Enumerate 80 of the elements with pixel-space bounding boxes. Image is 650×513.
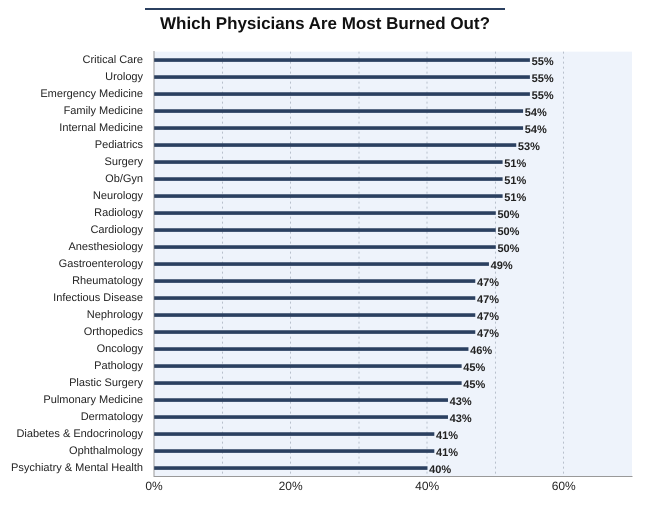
y-tick-label: Emergency Medicine — [40, 88, 144, 100]
y-tick-label: Radiology — [94, 207, 144, 220]
data-label: 51% — [504, 192, 527, 204]
y-tick-label: Oncology — [96, 343, 144, 356]
data-label: 47% — [476, 277, 500, 290]
data-label: 49% — [490, 260, 513, 272]
y-tick-label: Critical Care — [82, 54, 144, 66]
bar — [154, 109, 524, 113]
y-tick-label: Family Medicine — [64, 105, 144, 118]
bar — [154, 211, 496, 215]
y-tick-label: Plastic Surgery — [69, 377, 144, 390]
data-label: 51% — [504, 158, 527, 170]
data-label: 47% — [476, 294, 500, 306]
bar — [154, 75, 530, 79]
data-label: 50% — [497, 226, 520, 238]
data-label: 50% — [497, 209, 520, 222]
bar — [154, 330, 476, 334]
y-tick-label: Pediatrics — [94, 139, 144, 152]
y-tick-label: Pulmonary Medicine — [43, 394, 144, 406]
data-label: 55% — [532, 56, 554, 68]
bar — [154, 449, 434, 453]
bar — [154, 262, 489, 266]
data-label: 55% — [532, 90, 554, 102]
bar — [154, 296, 476, 300]
bar — [154, 398, 448, 402]
bar — [154, 466, 428, 470]
bar — [154, 160, 503, 164]
y-tick-label: Cardiology — [90, 224, 144, 236]
y-tick-label: Nephrology — [86, 309, 144, 322]
y-tick-label: Neurology — [92, 190, 144, 202]
y-tick-label: Diabetes & Endocrinology — [16, 428, 144, 440]
x-tick-label: 40% — [415, 479, 440, 494]
bar — [154, 228, 496, 232]
data-label: 41% — [436, 447, 458, 460]
data-label: 43% — [450, 413, 472, 426]
y-tick-label: Internal Medicine — [59, 122, 144, 134]
y-tick-label: Dermatology — [80, 411, 144, 424]
data-label: 50% — [497, 243, 520, 256]
data-label: 47% — [476, 311, 500, 324]
bar — [154, 415, 448, 419]
bar — [154, 177, 503, 181]
x-tick-label: 20% — [278, 479, 303, 494]
y-tick-label: Pathology — [94, 360, 144, 372]
y-tick-label: Ob/Gyn — [105, 173, 144, 186]
bar — [154, 381, 462, 385]
x-tick-label: 0% — [145, 479, 164, 494]
data-label: 45% — [463, 379, 486, 392]
x-tick-label: 60% — [552, 479, 576, 494]
data-label: 45% — [463, 362, 486, 374]
data-label: 46% — [470, 345, 492, 358]
bar — [154, 58, 530, 62]
y-tick-label: Anesthesiology — [68, 241, 144, 254]
bar — [154, 432, 434, 436]
bar — [154, 364, 462, 368]
bar — [154, 279, 476, 283]
data-label: 43% — [450, 396, 472, 408]
y-tick-label: Orthopedics — [84, 326, 144, 338]
bar — [154, 92, 530, 96]
y-tick-label: Gastroenterology — [58, 258, 144, 270]
data-label: 55% — [532, 73, 554, 86]
data-label: 41% — [436, 430, 458, 442]
bar — [154, 245, 496, 249]
bar — [154, 126, 524, 130]
bar — [154, 347, 468, 351]
bar — [154, 194, 503, 198]
data-label: 54% — [524, 124, 547, 136]
data-label: 51% — [504, 175, 527, 188]
y-tick-label: Infectious Disease — [53, 292, 144, 304]
y-tick-label: Urology — [105, 71, 144, 84]
data-label: 54% — [524, 107, 547, 120]
y-tick-label: Psychiatry & Mental Health — [10, 462, 144, 474]
y-tick-label: Surgery — [104, 156, 144, 168]
chart-title: Which Physicians Are Most Burned Out? — [145, 8, 505, 34]
y-tick-label: Ophthalmology — [69, 445, 144, 458]
bar — [154, 143, 516, 147]
data-label: 53% — [518, 141, 540, 154]
bar — [154, 313, 476, 317]
y-tick-label: Rheumatology — [72, 275, 144, 288]
data-label: 47% — [476, 328, 500, 340]
data-label: 40% — [429, 464, 452, 476]
